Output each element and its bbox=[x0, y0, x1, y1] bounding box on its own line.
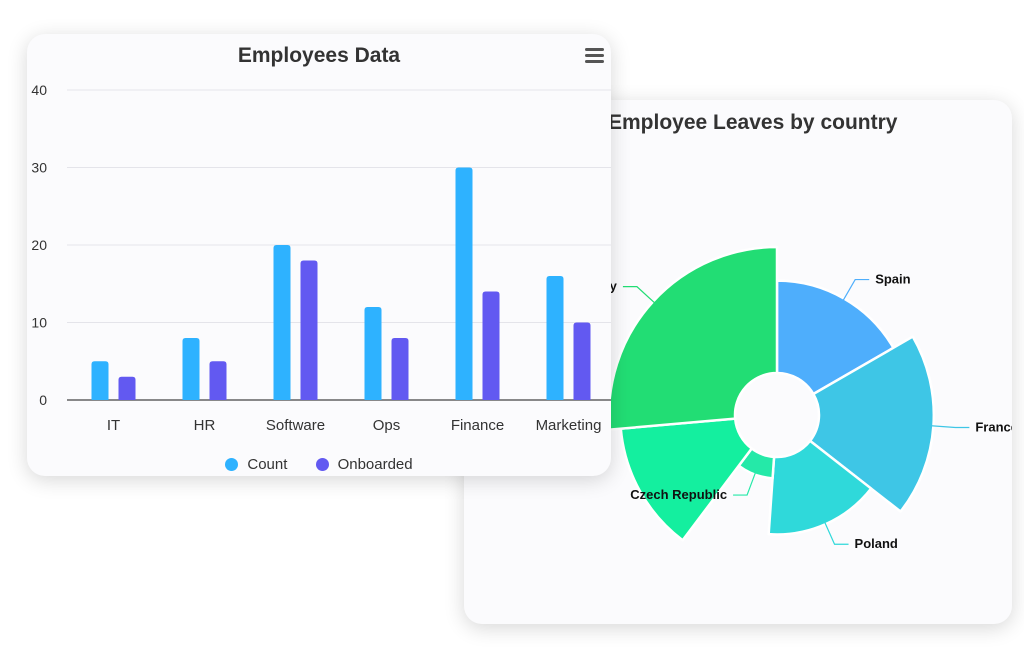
slice-label-czech-republic: Czech Republic bbox=[630, 487, 727, 502]
legend-item-onboarded[interactable]: Onboarded bbox=[315, 456, 413, 473]
leader-line-germany bbox=[622, 286, 657, 305]
leader-line-czech-republic bbox=[733, 470, 757, 496]
polar-area-chart: SpainFrancePolandCzech RepublicGermany bbox=[561, 245, 1012, 551]
pie-chart-title: Employee Leaves by country bbox=[608, 111, 898, 134]
x-tick-label: Ops bbox=[373, 417, 401, 434]
bar-chart: 0 10 20 30 40 IT HR Software Ops Finance Marketin… bbox=[31, 82, 611, 434]
leader-line-poland bbox=[823, 520, 849, 545]
bar-count-ops[interactable] bbox=[364, 307, 382, 400]
x-tick-label: IT bbox=[107, 417, 120, 434]
y-tick-label: 0 bbox=[39, 392, 47, 408]
legend-dot-onboarded bbox=[315, 458, 329, 471]
leader-line-france bbox=[929, 425, 970, 429]
x-tick-label: HR bbox=[194, 417, 216, 434]
bar-count-hr[interactable] bbox=[182, 338, 200, 400]
bar-onboarded-ops[interactable] bbox=[391, 338, 409, 400]
x-tick-label: Finance bbox=[451, 417, 504, 434]
slice-spain[interactable] bbox=[775, 279, 895, 396]
slice-unlabeled[interactable] bbox=[619, 417, 753, 542]
slice-label-spain: Spain bbox=[875, 272, 910, 287]
slice-germany[interactable] bbox=[607, 245, 779, 431]
bar-chart-title: Employees Data bbox=[237, 44, 401, 67]
bar-count-finance[interactable] bbox=[455, 167, 473, 401]
bar-count-marketing[interactable] bbox=[546, 276, 564, 400]
hamburger-menu-icon[interactable] bbox=[585, 46, 607, 66]
y-tick-label: 20 bbox=[31, 237, 47, 253]
y-tick-label: 30 bbox=[31, 160, 47, 176]
legend-dot-count bbox=[225, 458, 239, 471]
bar-chart-legend: Count Onboarded bbox=[27, 456, 611, 475]
bar-count-it[interactable] bbox=[91, 361, 109, 400]
y-tick-label: 10 bbox=[31, 315, 47, 331]
bar-onboarded-finance[interactable] bbox=[482, 291, 500, 401]
employees-data-card: Employees Data 0 10 20 30 40 IT HR Software Ops… bbox=[27, 34, 611, 476]
slice-france[interactable] bbox=[808, 335, 936, 513]
leader-line-spain bbox=[841, 278, 870, 303]
legend-label-onboarded: Onboarded bbox=[337, 456, 413, 473]
bar-onboarded-software[interactable] bbox=[300, 260, 318, 401]
slice-label-poland: Poland bbox=[855, 536, 898, 551]
slice-label-france: France bbox=[975, 419, 1012, 434]
x-tick-label: Software bbox=[266, 417, 325, 434]
y-tick-label: 40 bbox=[31, 82, 47, 98]
bar-onboarded-it[interactable] bbox=[118, 376, 136, 400]
legend-item-count[interactable]: Count bbox=[225, 456, 287, 473]
bar-onboarded-marketing[interactable] bbox=[573, 322, 591, 401]
x-tick-label: Marketing bbox=[536, 417, 602, 434]
bar-onboarded-hr[interactable] bbox=[209, 361, 227, 400]
slice-poland[interactable] bbox=[767, 439, 873, 536]
bar-count-software[interactable] bbox=[273, 245, 291, 400]
legend-label-count: Count bbox=[247, 456, 288, 473]
